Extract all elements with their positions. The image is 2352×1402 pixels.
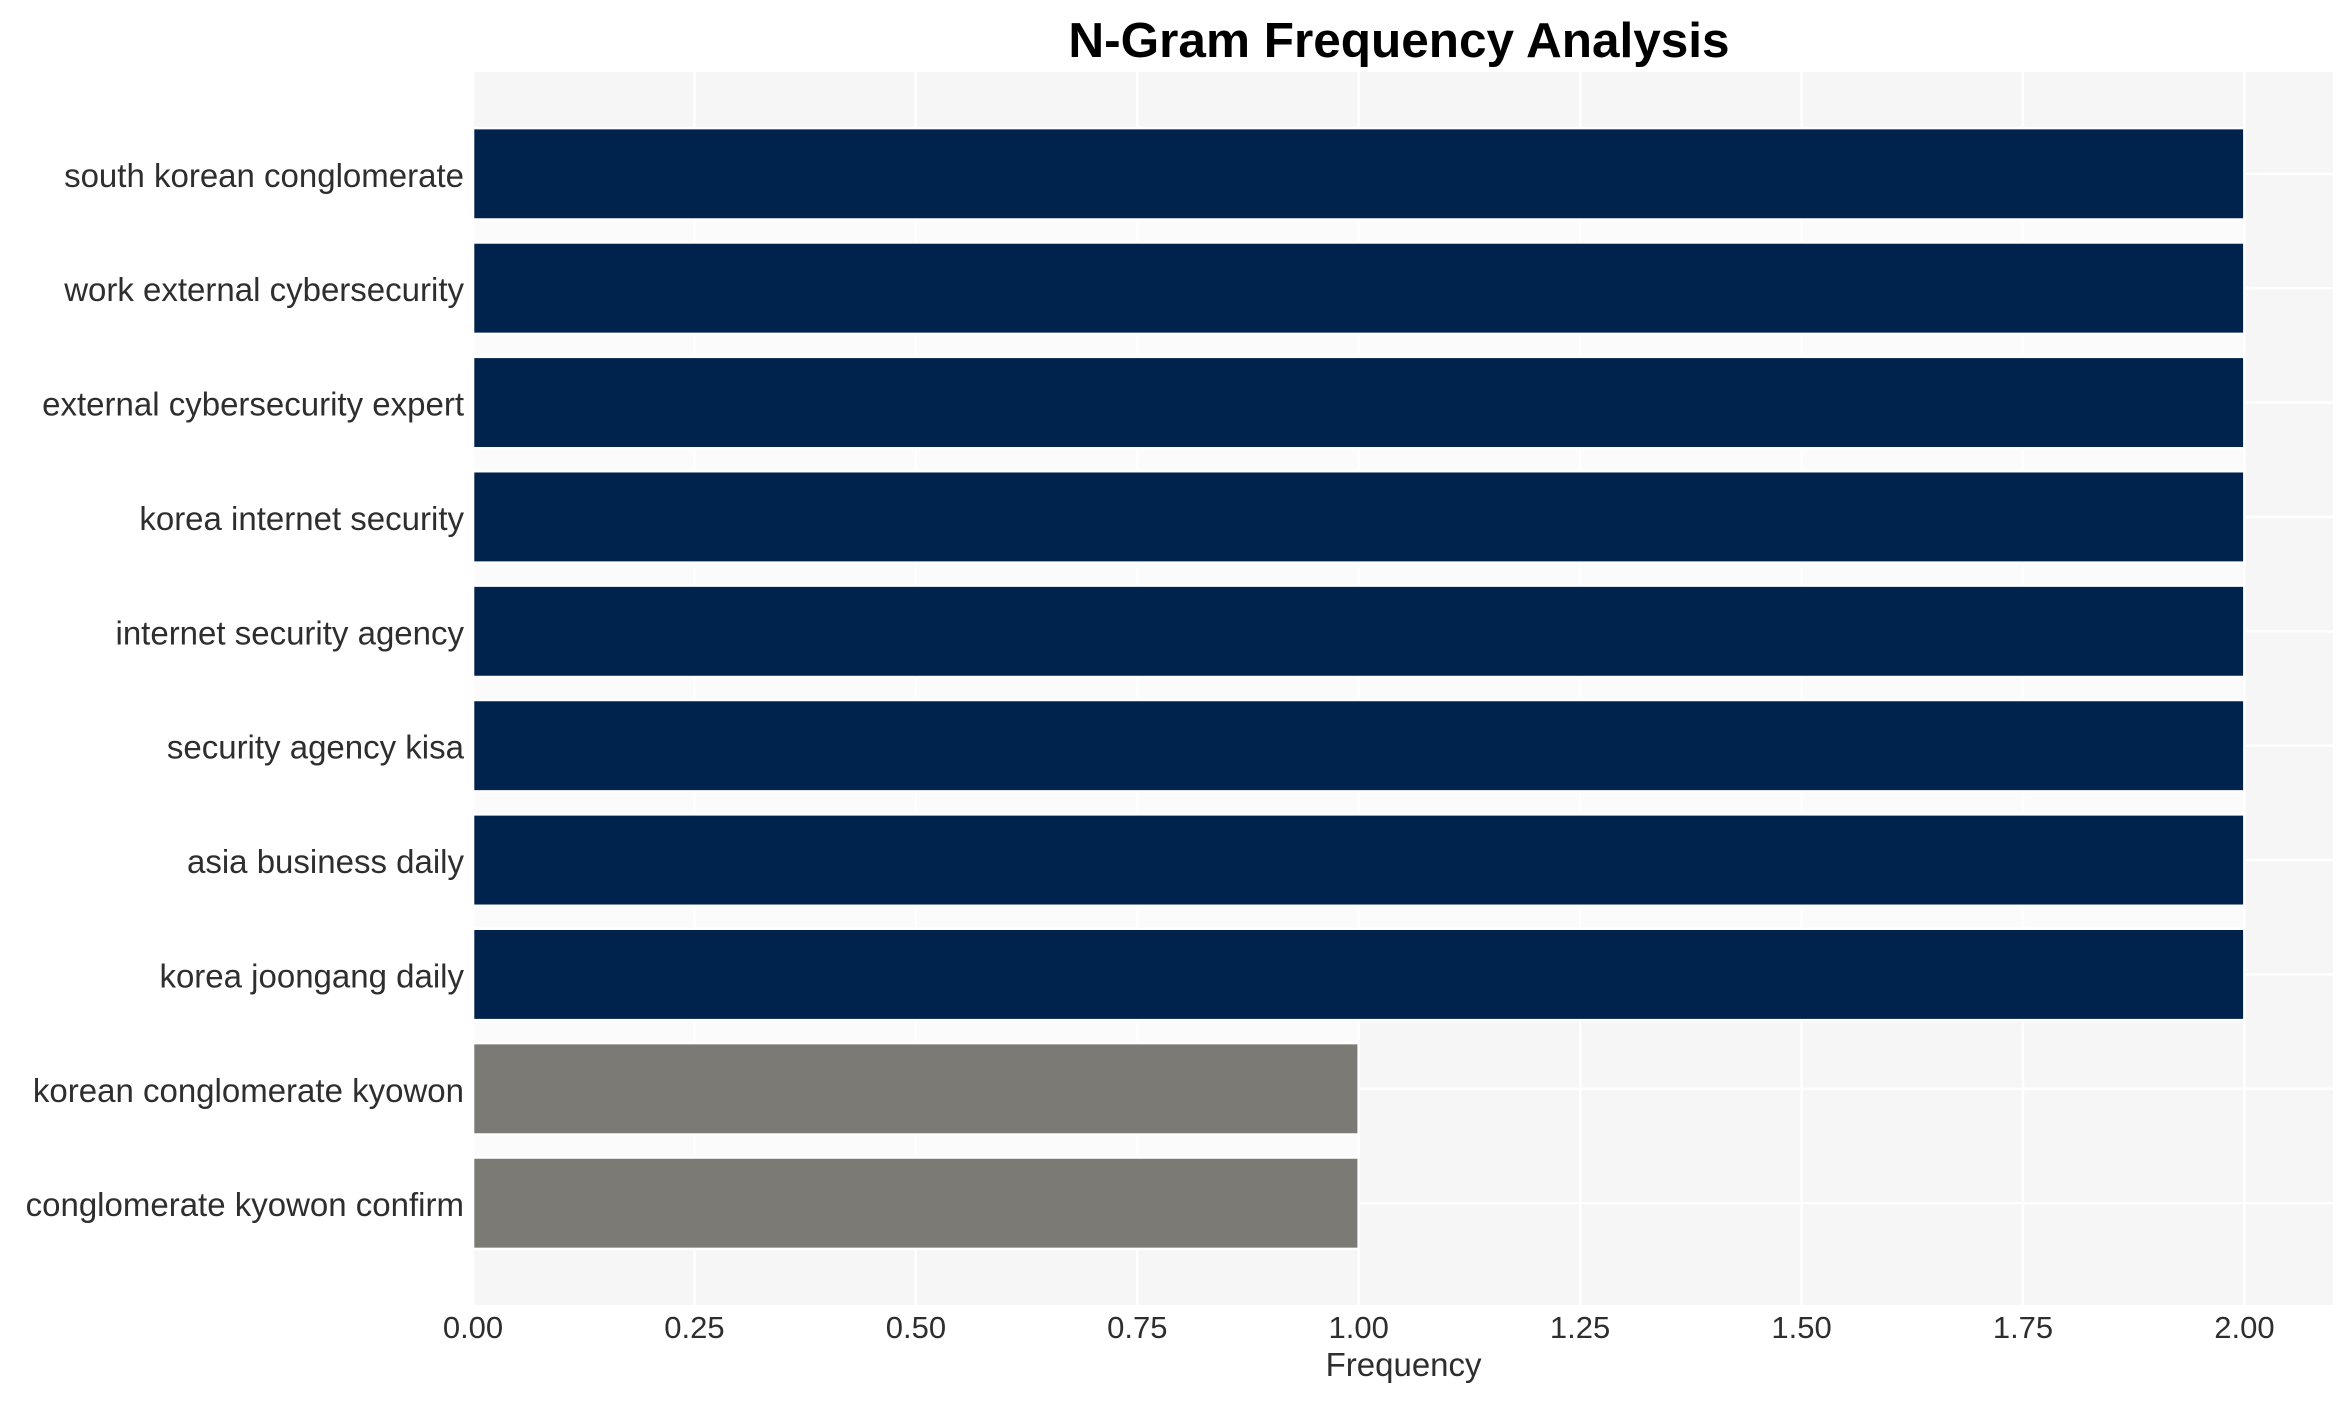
svg-text:1.25: 1.25 [1550, 1310, 1610, 1345]
svg-text:south korean conglomerate: south korean conglomerate [64, 157, 464, 194]
svg-text:1.50: 1.50 [1771, 1310, 1831, 1345]
svg-text:0.00: 0.00 [443, 1310, 503, 1345]
svg-text:N-Gram Frequency Analysis: N-Gram Frequency Analysis [1068, 13, 1729, 68]
svg-text:0.75: 0.75 [1107, 1310, 1167, 1345]
svg-text:security agency kisa: security agency kisa [167, 729, 465, 766]
svg-text:conglomerate kyowon confirm: conglomerate kyowon confirm [26, 1186, 464, 1223]
svg-text:2.00: 2.00 [2214, 1310, 2274, 1345]
svg-text:1.75: 1.75 [1993, 1310, 2053, 1345]
svg-text:0.25: 0.25 [664, 1310, 724, 1345]
svg-text:Frequency: Frequency [1326, 1346, 1482, 1383]
svg-text:korea internet security: korea internet security [139, 500, 464, 537]
svg-text:internet security agency: internet security agency [115, 614, 464, 651]
svg-text:korean conglomerate kyowon: korean conglomerate kyowon [33, 1072, 464, 1109]
svg-text:korea joongang daily: korea joongang daily [159, 957, 464, 994]
svg-text:external cybersecurity expert: external cybersecurity expert [42, 386, 464, 423]
svg-text:work external cybersecurity: work external cybersecurity [63, 271, 464, 308]
svg-text:1.00: 1.00 [1329, 1310, 1389, 1345]
svg-text:0.50: 0.50 [886, 1310, 946, 1345]
svg-text:asia business daily: asia business daily [187, 843, 464, 880]
